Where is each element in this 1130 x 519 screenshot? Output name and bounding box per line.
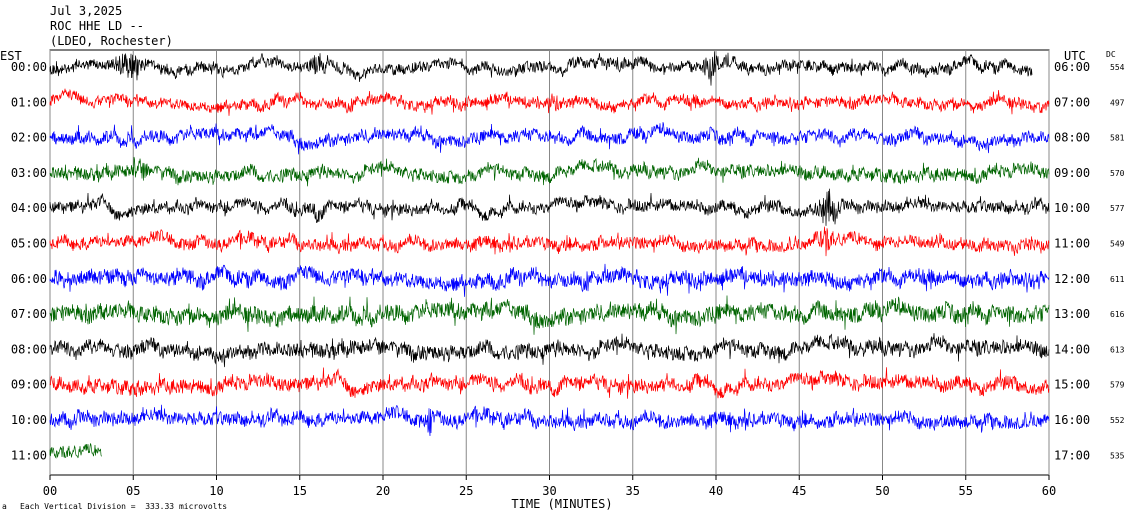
x-tick-label-40: 40: [709, 484, 723, 498]
trace-00:00: [49, 51, 1033, 86]
dc-value-06:00: 611: [1110, 275, 1125, 284]
dc-value-11:00: 535: [1110, 451, 1125, 460]
trace-03:00: [49, 156, 1050, 187]
row-labels: 00:00 06:00 554 01:00 07:00 497 02:00 08:00 581 0…: [11, 60, 1125, 462]
trace-10:00: [49, 404, 1050, 437]
est-timezone-label: EST: [0, 49, 22, 63]
x-tick-label-20: 20: [376, 484, 390, 498]
est-time-label-02:00: 02:00: [11, 131, 47, 145]
utc-time-label-17:00: 17:00: [1054, 448, 1090, 462]
dc-value-01:00: 497: [1110, 98, 1125, 107]
x-tick-label-45: 45: [792, 484, 806, 498]
utc-timezone-label: UTC: [1064, 49, 1086, 63]
trace-02:00: [49, 122, 1050, 155]
est-time-label-03:00: 03:00: [11, 166, 47, 180]
utc-time-label-13:00: 13:00: [1054, 307, 1090, 321]
chart-grid: [49, 49, 1050, 476]
plot-date: Jul 3,2025: [50, 4, 123, 18]
dc-value-08:00: 613: [1110, 345, 1125, 354]
dc-value-00:00: 554: [1110, 63, 1125, 72]
est-time-label-10:00: 10:00: [11, 413, 47, 427]
utc-time-label-14:00: 14:00: [1054, 342, 1090, 356]
footer-mark: a: [2, 502, 7, 511]
x-tick-label-10: 10: [209, 484, 223, 498]
est-time-label-08:00: 08:00: [11, 342, 47, 356]
dc-header-label: DC: [1106, 50, 1116, 59]
utc-time-label-12:00: 12:00: [1054, 272, 1090, 286]
dc-value-04:00: 577: [1110, 204, 1125, 213]
trace-01:00: [49, 88, 1050, 116]
station-code: ROC HHE LD --: [50, 19, 144, 33]
utc-time-label-15:00: 15:00: [1054, 378, 1090, 392]
trace-09:00: [49, 367, 1050, 399]
est-time-label-09:00: 09:00: [11, 378, 47, 392]
utc-time-label-07:00: 07:00: [1054, 95, 1090, 109]
est-time-label-00:00: 00:00: [11, 60, 47, 74]
scale-note: Each Vertical Division = 333.33 microvol…: [20, 502, 228, 511]
x-tick-label-00: 00: [43, 484, 57, 498]
x-tick-label-15: 15: [293, 484, 307, 498]
chart-traces: [49, 51, 1050, 459]
network-name: (LDEO, Rochester): [50, 34, 173, 48]
utc-time-label-08:00: 08:00: [1054, 131, 1090, 145]
utc-time-label-10:00: 10:00: [1054, 201, 1090, 215]
x-axis-label: TIME (MINUTES): [511, 497, 612, 511]
est-time-label-11:00: 11:00: [11, 448, 47, 462]
est-time-label-07:00: 07:00: [11, 307, 47, 321]
dc-value-05:00: 549: [1110, 240, 1125, 249]
utc-time-label-11:00: 11:00: [1054, 237, 1090, 251]
trace-05:00: [49, 226, 1050, 257]
est-time-label-04:00: 04:00: [11, 201, 47, 215]
x-tick-label-30: 30: [542, 484, 556, 498]
est-time-label-01:00: 01:00: [11, 95, 47, 109]
x-tick-label-60: 60: [1042, 484, 1056, 498]
dc-value-09:00: 579: [1110, 381, 1125, 390]
x-tick-label-55: 55: [959, 484, 973, 498]
dc-value-07:00: 616: [1110, 310, 1125, 319]
trace-07:00: [49, 295, 1050, 335]
dc-value-02:00: 581: [1110, 134, 1125, 143]
trace-04:00: [49, 188, 1050, 226]
est-time-label-05:00: 05:00: [11, 237, 47, 251]
trace-06:00: [49, 263, 1050, 297]
utc-time-label-06:00: 06:00: [1054, 60, 1090, 74]
x-tick-label-35: 35: [626, 484, 640, 498]
x-tick-label-25: 25: [459, 484, 473, 498]
utc-time-label-09:00: 09:00: [1054, 166, 1090, 180]
x-tick-label-50: 50: [875, 484, 889, 498]
x-axis: 00 05 10 15 20 25 30 35 40 45 50 55 60: [43, 475, 1056, 498]
x-tick-label-05: 05: [126, 484, 140, 498]
trace-08:00: [49, 333, 1050, 368]
trace-11:00: [49, 443, 102, 459]
dc-value-03:00: 570: [1110, 169, 1125, 178]
est-time-label-06:00: 06:00: [11, 272, 47, 286]
utc-time-label-16:00: 16:00: [1054, 413, 1090, 427]
dc-value-10:00: 552: [1110, 416, 1125, 425]
